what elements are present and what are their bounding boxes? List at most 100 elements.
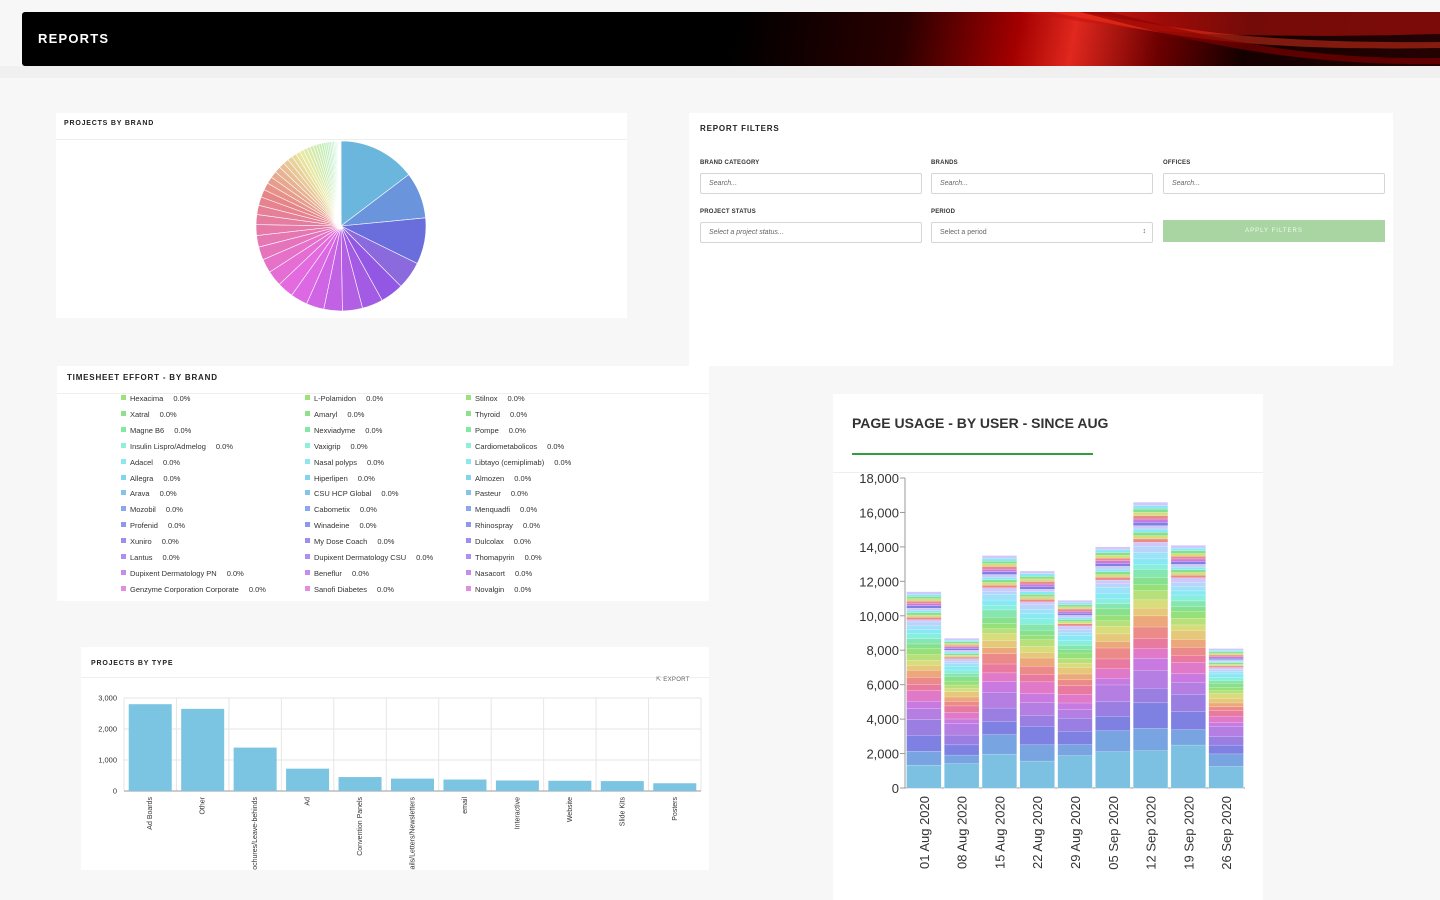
stacked-bar-segment[interactable]	[981, 555, 1017, 559]
stacked-bar-segment[interactable]	[1095, 576, 1131, 581]
stacked-bar-segment[interactable]	[1019, 725, 1055, 746]
stacked-bar-segment[interactable]	[1019, 613, 1055, 619]
stacked-bar-segment[interactable]	[1133, 545, 1169, 553]
brands-search-input[interactable]: Search...	[931, 173, 1153, 194]
stacked-bar-segment[interactable]	[1019, 715, 1055, 727]
stacked-bar-segment[interactable]	[1133, 727, 1169, 751]
stacked-bar-segment[interactable]	[1208, 648, 1244, 651]
stacked-bar-segment[interactable]	[1170, 729, 1206, 746]
stacked-bar-segment[interactable]	[1170, 569, 1206, 573]
bar[interactable]	[390, 778, 435, 791]
stacked-bar-segment[interactable]	[981, 754, 1017, 789]
stacked-bar-segment[interactable]	[1019, 598, 1055, 603]
stacked-bar-segment[interactable]	[1208, 679, 1244, 684]
stacked-bar-segment[interactable]	[1019, 570, 1055, 574]
stacked-bar-segment[interactable]	[1095, 586, 1131, 594]
stacked-bar-segment[interactable]	[1019, 596, 1055, 600]
stacked-bar-segment[interactable]	[981, 672, 1017, 682]
stacked-bar-segment[interactable]	[1170, 682, 1206, 695]
apply-filters-button[interactable]: APPLY FILTERS	[1163, 220, 1385, 242]
bar[interactable]	[443, 779, 487, 791]
stacked-bar-segment[interactable]	[981, 579, 1017, 583]
stacked-bar-segment[interactable]	[1170, 566, 1206, 570]
stacked-bar-segment[interactable]	[1170, 577, 1206, 583]
stacked-bar-segment[interactable]	[1133, 564, 1169, 570]
stacked-bar-segment[interactable]	[1133, 626, 1169, 639]
stacked-bar-segment[interactable]	[1133, 511, 1169, 516]
bar[interactable]	[600, 781, 644, 791]
stacked-bar-segment[interactable]	[981, 707, 1017, 722]
stacked-bar-segment[interactable]	[1095, 603, 1131, 609]
stacked-bar-segment[interactable]	[1133, 501, 1169, 506]
stacked-bar-segment[interactable]	[944, 712, 980, 720]
stacked-bar-segment[interactable]	[1095, 579, 1131, 584]
stacked-bar-segment[interactable]	[906, 764, 942, 789]
stacked-bar-segment[interactable]	[1095, 641, 1131, 649]
stacked-bar-segment[interactable]	[1019, 608, 1055, 614]
stacked-bar-segment[interactable]	[1133, 558, 1169, 565]
stacked-bar-segment[interactable]	[1095, 592, 1131, 600]
bar[interactable]	[128, 704, 172, 791]
stacked-bar-segment[interactable]	[1019, 604, 1055, 610]
stacked-bar-segment[interactable]	[906, 665, 942, 671]
stacked-bar-segment[interactable]	[1095, 552, 1131, 556]
stacked-bar-segment[interactable]	[1170, 694, 1206, 712]
stacked-bar-segment[interactable]	[1133, 505, 1169, 510]
stacked-bar-segment[interactable]	[1019, 601, 1055, 605]
stacked-bar-segment[interactable]	[1170, 555, 1206, 560]
stacked-bar-segment[interactable]	[1133, 569, 1169, 578]
stacked-bar-segment[interactable]	[981, 576, 1017, 580]
stacked-bar-segment[interactable]	[1170, 600, 1206, 607]
stacked-bar-segment[interactable]	[906, 660, 942, 666]
stacked-bar-segment[interactable]	[981, 566, 1017, 570]
stacked-bar-segment[interactable]	[1057, 657, 1093, 664]
stacked-bar-segment[interactable]	[981, 558, 1017, 562]
stacked-bar-segment[interactable]	[981, 582, 1017, 586]
stacked-bar-segment[interactable]	[1019, 617, 1055, 625]
stacked-bar-segment[interactable]	[1133, 515, 1169, 520]
stacked-bar-segment[interactable]	[906, 708, 942, 720]
stacked-bar-segment[interactable]	[1208, 726, 1244, 737]
stacked-bar-segment[interactable]	[1095, 633, 1131, 642]
stacked-bar-segment[interactable]	[1133, 750, 1169, 789]
stacked-bar-segment[interactable]	[906, 591, 942, 595]
stacked-bar-segment[interactable]	[944, 691, 980, 698]
stacked-bar-segment[interactable]	[906, 690, 942, 702]
stacked-bar-segment[interactable]	[1095, 715, 1131, 731]
stacked-bar-segment[interactable]	[1019, 639, 1055, 647]
stacked-bar-segment[interactable]	[1057, 625, 1093, 630]
stacked-bar-segment[interactable]	[981, 574, 1017, 578]
stacked-bar-segment[interactable]	[1095, 546, 1131, 551]
stacked-bar-segment[interactable]	[1208, 682, 1244, 688]
stacked-bar-segment[interactable]	[981, 640, 1017, 648]
stacked-bar-segment[interactable]	[1019, 588, 1055, 592]
stacked-bar-segment[interactable]	[1019, 693, 1055, 703]
stacked-bar-segment[interactable]	[1095, 701, 1131, 717]
stacked-bar-segment[interactable]	[1095, 598, 1131, 604]
stacked-bar-segment[interactable]	[906, 625, 942, 630]
stacked-bar-segment[interactable]	[1019, 593, 1055, 597]
stacked-bar-segment[interactable]	[1019, 674, 1055, 683]
stacked-bar-segment[interactable]	[1170, 655, 1206, 663]
stacked-bar-segment[interactable]	[944, 638, 980, 641]
stacked-bar-segment[interactable]	[1133, 518, 1169, 523]
stacked-bar-segment[interactable]	[944, 734, 980, 746]
stacked-bar-segment[interactable]	[944, 754, 980, 764]
stacked-bar-segment[interactable]	[1208, 676, 1244, 681]
stacked-bar-segment[interactable]	[1170, 673, 1206, 683]
stacked-bar-segment[interactable]	[1095, 571, 1131, 575]
stacked-bar-segment[interactable]	[1019, 629, 1055, 636]
stacked-bar-segment[interactable]	[1057, 662, 1093, 668]
stacked-bar-segment[interactable]	[1019, 634, 1055, 640]
stacked-bar-segment[interactable]	[1019, 760, 1055, 789]
stacked-bar-segment[interactable]	[981, 734, 1017, 755]
stacked-bar-segment[interactable]	[1208, 721, 1244, 727]
stacked-bar-segment[interactable]	[1208, 673, 1244, 678]
stacked-bar-segment[interactable]	[1133, 528, 1169, 533]
stacked-bar-segment[interactable]	[1170, 545, 1206, 549]
stacked-bar-segment[interactable]	[1170, 561, 1206, 565]
stacked-bar-segment[interactable]	[1170, 553, 1206, 557]
stacked-bar-segment[interactable]	[981, 563, 1017, 567]
stacked-bar-segment[interactable]	[1057, 685, 1093, 695]
stacked-bar-segment[interactable]	[944, 718, 980, 724]
